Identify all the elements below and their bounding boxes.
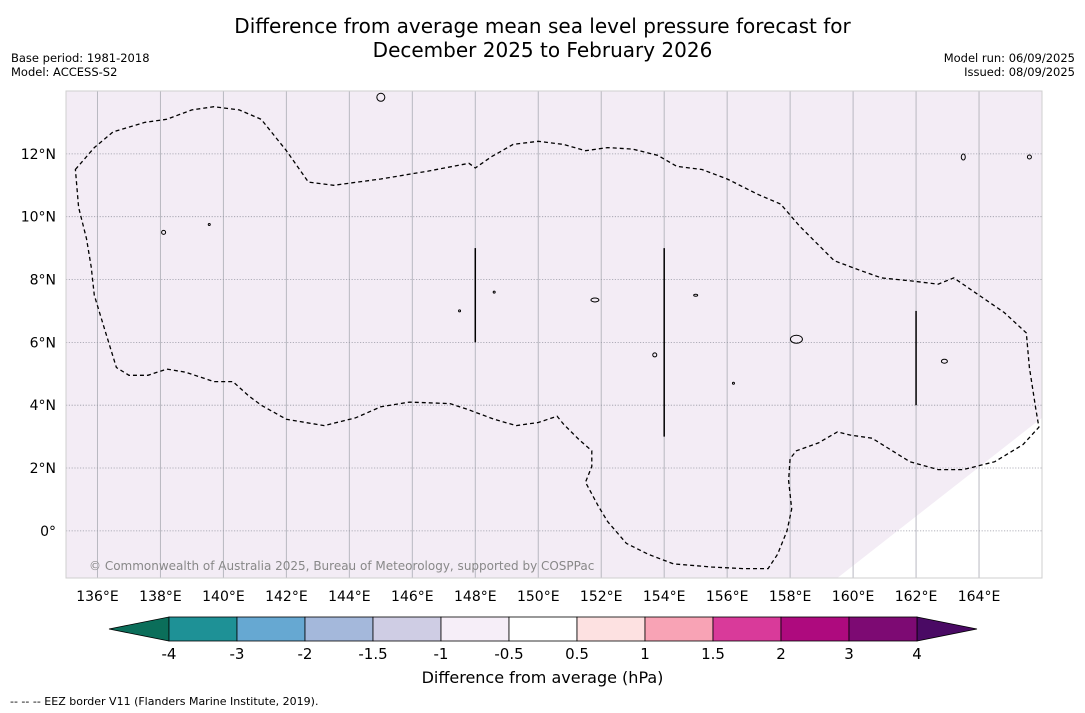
lon-tick-label: 142°E bbox=[265, 589, 308, 605]
lon-tick-label: 164°E bbox=[958, 589, 1001, 605]
lon-tick-label: 140°E bbox=[202, 589, 245, 605]
colorbar-tick-label: -1.5 bbox=[358, 645, 387, 663]
lat-tick-label: 6°N bbox=[30, 335, 56, 351]
colorbar: -4 -3 -2 -1.5 -1 -0.5 0.5 1 1.5 2 3 4 bbox=[108, 616, 978, 663]
lat-tick-label: 4°N bbox=[30, 398, 56, 414]
colorbar-high-extend bbox=[916, 616, 978, 642]
colorbar-bin bbox=[168, 616, 238, 642]
island-outline bbox=[652, 352, 658, 358]
issued-date: Issued: 08/09/2025 bbox=[964, 65, 1075, 79]
lon-tick-label: 154°E bbox=[643, 589, 686, 605]
colorbar-tick-label: -1 bbox=[434, 645, 449, 663]
meta-right: Model run: 06/09/2025 Issued: 08/09/2025 bbox=[944, 51, 1075, 79]
lon-tick-label: 138°E bbox=[139, 589, 182, 605]
map-layer: 136°E 138°E 140°E 142°E 144°E 146°E 148°E 150°E… bbox=[21, 90, 1043, 605]
lon-tick-label: 158°E bbox=[769, 589, 812, 605]
eez-border bbox=[74, 106, 1040, 570]
colorbar-bin bbox=[304, 616, 374, 642]
colorbar-bin bbox=[236, 616, 306, 642]
model-run-date: Model run: 06/09/2025 bbox=[943, 51, 1075, 65]
colorbar-label: Difference from average (hPa) bbox=[421, 668, 664, 687]
colorbar-tick-label: -4 bbox=[162, 645, 177, 663]
lon-tick-label: 160°E bbox=[832, 589, 875, 605]
island-outline bbox=[492, 290, 496, 294]
colorbar-tick-label: -2 bbox=[298, 645, 313, 663]
lon-tick-label: 148°E bbox=[454, 589, 497, 605]
island-outline bbox=[161, 229, 167, 235]
title-line-2: December 2025 to February 2026 bbox=[372, 38, 713, 62]
lat-tick-label: 8°N bbox=[30, 273, 56, 289]
colorbar-bin bbox=[712, 616, 782, 642]
island-outline bbox=[789, 334, 803, 344]
colorbar-bin bbox=[508, 616, 578, 642]
lat-tick-label: 10°N bbox=[21, 210, 56, 226]
base-period: Base period: 1981-2018 bbox=[11, 51, 150, 65]
colorbar-tick-label: 1 bbox=[640, 645, 650, 663]
model-name: Model: ACCESS-S2 bbox=[11, 65, 118, 79]
anomaly-fill bbox=[66, 91, 1042, 578]
eez-footnote: -- -- -- EEZ border V11 (Flanders Marine… bbox=[10, 695, 319, 708]
island-outline bbox=[207, 223, 211, 227]
island-outline bbox=[376, 92, 386, 102]
colorbar-bin bbox=[372, 616, 442, 642]
lat-tick-label: 0° bbox=[40, 524, 56, 540]
map-frame bbox=[65, 90, 1043, 579]
island-outline bbox=[590, 297, 600, 303]
colorbar-tick-label: 3 bbox=[844, 645, 854, 663]
island-outline bbox=[731, 381, 735, 385]
colorbar-tick-label: 2 bbox=[776, 645, 786, 663]
colorbar-tick-label: 4 bbox=[912, 645, 922, 663]
colorbar-tick-label: -3 bbox=[230, 645, 245, 663]
island-outline bbox=[960, 153, 966, 161]
copyright-notice: © Commonwealth of Australia 2025, Bureau… bbox=[89, 559, 594, 573]
island-outline bbox=[1026, 154, 1032, 160]
colorbar-low-extend bbox=[108, 616, 170, 642]
colorbar-tick-label: -0.5 bbox=[494, 645, 523, 663]
lon-tick-label: 144°E bbox=[328, 589, 371, 605]
lat-tick-label: 2°N bbox=[30, 461, 56, 477]
lon-tick-label: 146°E bbox=[391, 589, 434, 605]
colorbar-tick-label: 1.5 bbox=[701, 645, 725, 663]
colorbar-bin bbox=[644, 616, 714, 642]
colorbar-bin bbox=[780, 616, 850, 642]
map-title: Difference from average mean sea level p… bbox=[0, 14, 1085, 62]
colorbar-bin bbox=[440, 616, 510, 642]
lon-tick-label: 156°E bbox=[706, 589, 749, 605]
colorbar-bin bbox=[848, 616, 918, 642]
title-line-1: Difference from average mean sea level p… bbox=[234, 14, 851, 38]
colorbar-bin bbox=[576, 616, 646, 642]
lon-tick-label: 136°E bbox=[76, 589, 119, 605]
lon-tick-label: 152°E bbox=[580, 589, 623, 605]
lon-tick-label: 150°E bbox=[517, 589, 560, 605]
island-outline bbox=[693, 293, 699, 297]
island-outline bbox=[458, 309, 462, 313]
meta-left: Base period: 1981-2018 Model: ACCESS-S2 bbox=[11, 51, 150, 79]
lon-tick-label: 162°E bbox=[895, 589, 938, 605]
island-outline bbox=[940, 358, 948, 364]
lat-tick-label: 12°N bbox=[21, 147, 56, 163]
colorbar-tick-label: 0.5 bbox=[565, 645, 589, 663]
